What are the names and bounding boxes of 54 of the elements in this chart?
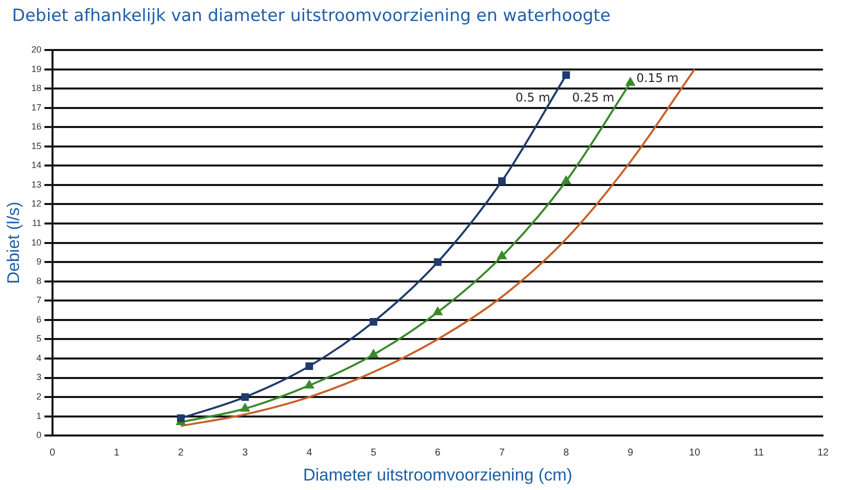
- x-tick-label: 1: [114, 447, 120, 458]
- point: [241, 393, 249, 401]
- series-label: 0.25 m: [572, 90, 614, 104]
- point: [562, 176, 571, 184]
- y-tick-label: 8: [36, 276, 42, 286]
- x-tick-label: 10: [689, 447, 701, 458]
- point: [562, 71, 570, 79]
- x-tick-label: 2: [178, 447, 184, 458]
- y-tick-label: 10: [31, 237, 42, 248]
- x-tick-label: 3: [242, 447, 248, 458]
- chart-title: Debiet afhankelijk van diameter uitstroomvoorziening en waterhoogte: [12, 6, 611, 26]
- y-tick-label: 20: [31, 44, 42, 54]
- point: [434, 258, 442, 266]
- y-axis-title: Debiet (l/s): [4, 202, 23, 284]
- point: [433, 307, 442, 316]
- y-tick-label: 14: [31, 160, 42, 170]
- x-tick-label: 9: [628, 447, 634, 458]
- point: [626, 78, 635, 86]
- y-tick-label: 19: [31, 64, 42, 74]
- point: [497, 251, 506, 260]
- y-tick-label: 9: [36, 256, 42, 267]
- y-tick-label: 11: [32, 218, 42, 228]
- point: [498, 177, 506, 185]
- point: [304, 380, 314, 388]
- x-tick-label: 6: [434, 447, 441, 458]
- y-tick-label: 3: [36, 372, 42, 382]
- point: [177, 414, 185, 422]
- point: [369, 350, 378, 358]
- y-tick-label: 13: [31, 179, 42, 190]
- x-tick-label: 5: [370, 447, 377, 458]
- series-label: 0.5 m: [516, 90, 550, 104]
- x-axis-title: Diameter uitstroomvoorziening (cm): [303, 465, 572, 484]
- x-tick-label: 7: [499, 447, 506, 458]
- x-tick-label: 0: [50, 447, 56, 458]
- point: [370, 318, 378, 326]
- x-tick-label: 8: [563, 447, 570, 458]
- series-label: 0.15 m: [636, 71, 679, 86]
- x-tick-label: 11: [754, 447, 764, 458]
- y-tick-label: 17: [31, 102, 42, 112]
- y-tick-label: 7: [36, 295, 42, 306]
- y-tick-label: 6: [36, 314, 42, 324]
- y-tick-label: 1: [36, 410, 42, 421]
- y-tick-label: 16: [31, 122, 42, 132]
- y-tick-label: 4: [36, 352, 42, 363]
- y-tick-label: 2: [36, 392, 42, 402]
- point: [240, 404, 250, 412]
- y-tick-label: 5: [36, 334, 42, 344]
- x-tick-label: 12: [817, 447, 829, 458]
- y-tick-label: 15: [31, 140, 42, 151]
- y-tick-label: 12: [31, 198, 42, 209]
- y-tick-label: 18: [31, 83, 42, 94]
- point: [305, 362, 314, 370]
- y-tick-label: 0: [36, 430, 42, 440]
- x-tick-label: 4: [306, 447, 312, 458]
